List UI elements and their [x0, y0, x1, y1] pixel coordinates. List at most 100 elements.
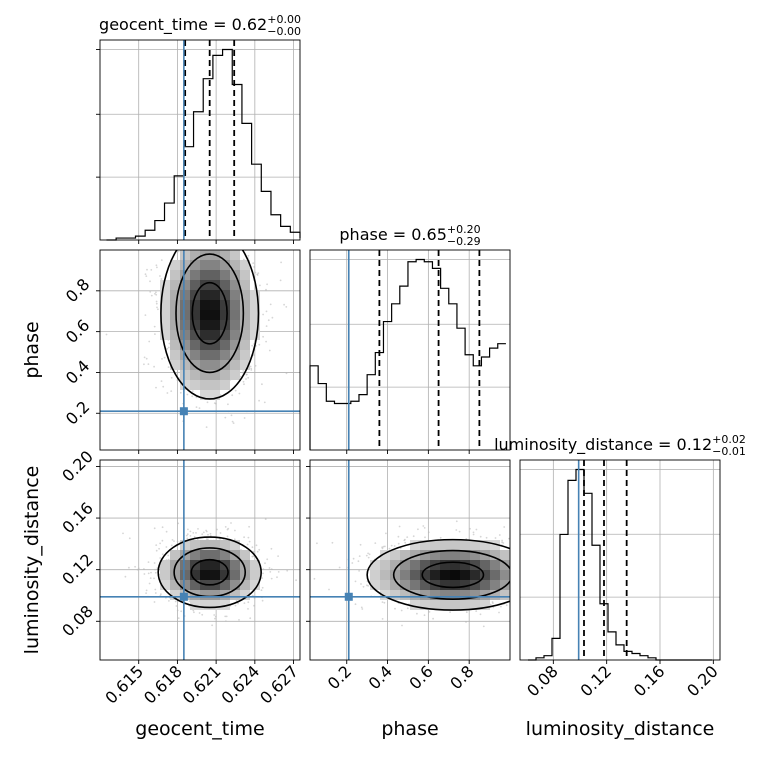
density-cell	[180, 330, 190, 340]
density-cell	[470, 570, 480, 580]
scatter-point	[406, 607, 409, 610]
scatter-point	[231, 420, 234, 423]
scatter-point	[247, 536, 250, 539]
panel-title-value: phase = 0.65	[339, 225, 446, 244]
scatter-point	[308, 583, 310, 585]
density-cell	[210, 390, 220, 400]
pair-panel-frame	[99, 459, 301, 661]
density-cell	[180, 250, 190, 260]
scatter-point	[264, 518, 267, 520]
density-cell	[410, 540, 420, 550]
scatter-point	[234, 389, 237, 392]
density-cell	[240, 290, 250, 300]
density-cell	[480, 600, 490, 610]
density-cell	[500, 570, 510, 580]
contour-2	[392, 549, 510, 600]
density-cell	[160, 310, 170, 320]
pair-panel-geocent_time-luminosity_distance	[96, 459, 301, 664]
scatter-point	[276, 576, 278, 579]
scatter-point	[177, 522, 180, 525]
scatter-point	[154, 292, 156, 295]
density-cell	[460, 560, 470, 570]
scatter-point	[540, 562, 542, 564]
density-cell	[170, 290, 180, 300]
density-cell	[230, 560, 240, 570]
density-cell	[440, 570, 450, 580]
density-cell	[160, 320, 170, 330]
scatter-point	[166, 392, 169, 394]
scatter-point	[236, 230, 238, 232]
scatter-point	[122, 532, 124, 535]
scatter-point	[505, 604, 508, 607]
density-cell	[220, 360, 230, 370]
density-cell	[460, 570, 470, 580]
scatter-point	[219, 229, 221, 231]
scatter-point	[397, 535, 400, 538]
density-cell	[180, 320, 190, 330]
scatter-point	[397, 542, 400, 545]
scatter-point	[524, 568, 526, 570]
density-cell	[390, 550, 400, 560]
density-cell	[220, 350, 230, 360]
scatter-point	[502, 542, 505, 544]
scatter-point	[219, 236, 221, 238]
scatter-point	[412, 535, 415, 538]
density-cell	[230, 590, 240, 600]
density-cell	[190, 350, 200, 360]
scatter-point	[406, 536, 409, 538]
scatter-point	[153, 325, 156, 328]
scatter-point	[154, 568, 157, 571]
density-cell	[230, 360, 240, 370]
density-cell	[210, 560, 220, 570]
scatter-point	[263, 401, 266, 404]
scatter-point	[528, 568, 530, 570]
scatter-point	[145, 357, 148, 360]
density-cell	[220, 270, 230, 280]
x-tick-label: 0.8	[446, 662, 477, 693]
scatter-point	[153, 577, 155, 580]
scatter-point	[354, 603, 357, 606]
panel-title-plus: +0.02	[712, 433, 746, 446]
x-tick-label: 0.6	[405, 662, 436, 693]
scatter-point	[149, 280, 151, 283]
scatter-point	[382, 545, 385, 548]
scatter-point	[569, 558, 571, 560]
scatter-point	[128, 537, 131, 540]
scatter-point	[197, 528, 199, 530]
scatter-point	[230, 414, 233, 417]
density-cell	[210, 590, 220, 600]
scatter-point	[501, 539, 503, 542]
scatter-point	[262, 335, 264, 338]
density-cell	[490, 540, 500, 550]
scatter-point	[524, 569, 526, 571]
scatter-point	[127, 566, 130, 569]
density-cell	[440, 540, 450, 550]
scatter-point	[533, 541, 535, 543]
scatter-point	[171, 539, 174, 541]
scatter-point	[511, 585, 513, 587]
density-cell	[470, 550, 480, 560]
scatter-point	[153, 365, 156, 368]
density-cell	[200, 390, 210, 400]
scatter-point	[144, 314, 147, 316]
scatter-point	[216, 528, 219, 531]
x-tick-label: 0.627	[256, 662, 302, 708]
scatter-point	[554, 572, 556, 574]
density-cell	[250, 330, 260, 340]
scatter-point	[191, 390, 194, 392]
scatter-point	[534, 601, 536, 603]
scatter-point	[266, 283, 268, 286]
scatter-point	[417, 528, 419, 531]
density-cell	[450, 580, 460, 590]
scatter-point	[253, 604, 255, 607]
scatter-point	[513, 584, 515, 586]
scatter-point	[157, 308, 159, 311]
density-cell	[460, 590, 470, 600]
density-cell	[180, 280, 190, 290]
scatter-point	[551, 563, 553, 565]
scatter-point	[384, 545, 386, 548]
scatter-point	[285, 306, 288, 308]
scatter-point	[530, 578, 532, 580]
scatter-point	[254, 364, 257, 367]
